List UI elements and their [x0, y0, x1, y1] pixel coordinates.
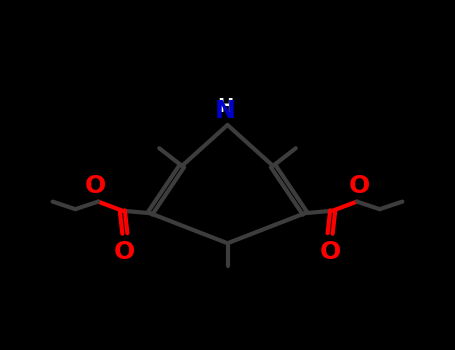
Text: O: O	[85, 174, 106, 197]
Text: O: O	[349, 174, 370, 197]
Text: O: O	[114, 239, 136, 264]
Text: O: O	[319, 239, 341, 264]
Text: N: N	[215, 99, 235, 124]
Text: H: H	[217, 97, 233, 116]
